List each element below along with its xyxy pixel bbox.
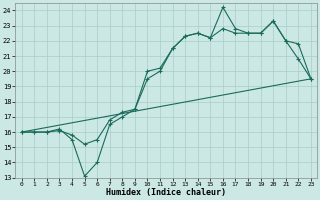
X-axis label: Humidex (Indice chaleur): Humidex (Indice chaleur) [106, 188, 226, 197]
